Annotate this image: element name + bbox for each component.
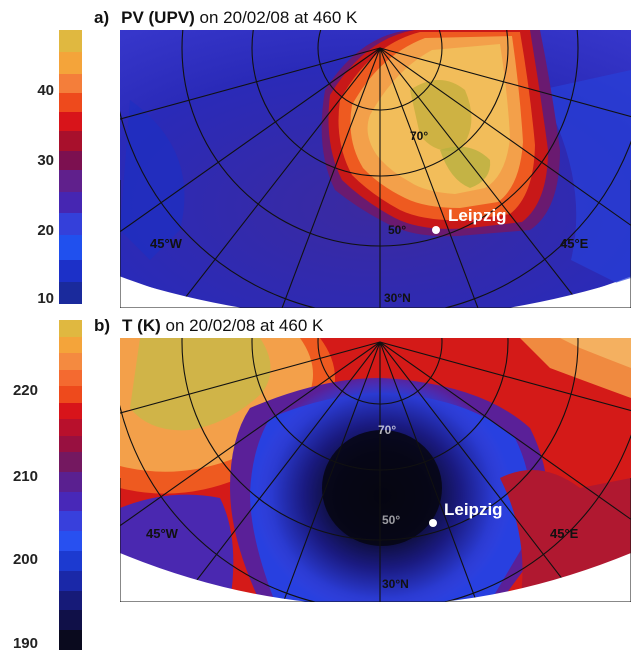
colorbar-a-tick-40: 40 — [37, 82, 54, 99]
pv-lat-label-30: 30°N — [384, 291, 411, 305]
colorbar-b-tick-220: 220 — [12, 382, 38, 399]
pv-lon-label-east: 45°E — [560, 236, 589, 251]
pv-leipzig-label: Leipzig — [448, 206, 507, 225]
panel-a-title: a) PV (UPV) on 20/02/08 at 460 K — [94, 8, 357, 28]
panel-b-quantity: T (K) — [122, 316, 161, 335]
pv-leipzig-marker — [432, 226, 440, 234]
temp-lat-label-70: 70° — [378, 423, 396, 437]
temp-lon-label-east: 45°E — [550, 526, 579, 541]
pv-map: 70° 50° 30°N 45°W 45°E Leipzig — [120, 30, 631, 308]
pv-lat-label-70: 70° — [410, 129, 428, 143]
panel-b-date-level: on 20/02/08 at 460 K — [160, 316, 324, 335]
temp-leipzig-marker — [429, 519, 437, 527]
colorbar-a-tick-20: 20 — [37, 222, 54, 239]
colorbar-b — [59, 320, 82, 650]
panel-a-date-level: on 20/02/08 at 460 K — [194, 8, 358, 27]
panel-a-letter: a) — [94, 8, 110, 27]
temp-lat-label-50: 50° — [382, 513, 400, 527]
temp-lon-label-west: 45°W — [146, 526, 179, 541]
panel-b-letter: b) — [94, 316, 111, 335]
temperature-map: 70° 50° 30°N 45°W 45°E Leipzig — [120, 338, 631, 602]
pv-lon-label-west: 45°W — [150, 236, 183, 251]
colorbar-a — [59, 30, 82, 304]
colorbar-b-tick-190: 190 — [12, 635, 38, 652]
temp-lat-label-30: 30°N — [382, 577, 409, 591]
panel-b-title: b) T (K) on 20/02/08 at 460 K — [94, 316, 323, 336]
pv-lat-label-50: 50° — [388, 223, 406, 237]
temp-leipzig-label: Leipzig — [444, 500, 503, 519]
panel-a-quantity: PV (UPV) — [121, 8, 195, 27]
colorbar-a-tick-30: 30 — [37, 152, 54, 169]
colorbar-b-tick-210: 210 — [12, 468, 38, 485]
colorbar-a-tick-10: 10 — [37, 290, 54, 307]
colorbar-b-tick-200: 200 — [12, 551, 38, 568]
